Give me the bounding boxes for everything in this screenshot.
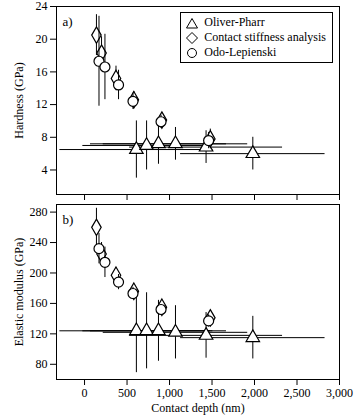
svg-text:2,500: 2,500 bbox=[284, 386, 311, 400]
svg-text:1,000: 1,000 bbox=[156, 386, 183, 400]
svg-text:4: 4 bbox=[42, 163, 48, 177]
svg-text:2,000: 2,000 bbox=[241, 386, 268, 400]
svg-text:0: 0 bbox=[82, 386, 88, 400]
html-text:Contact stiffness analysis: Contact stiffness analysis bbox=[204, 30, 326, 44]
svg-text:Elastic modulus (GPa): Elastic modulus (GPa) bbox=[12, 238, 26, 347]
svg-text:80: 80 bbox=[36, 357, 48, 371]
html-text:Oliver-Pharr: Oliver-Pharr bbox=[204, 15, 265, 29]
svg-text:120: 120 bbox=[30, 327, 48, 341]
svg-text:a): a) bbox=[63, 14, 73, 29]
svg-text:16: 16 bbox=[36, 65, 48, 79]
svg-text:20: 20 bbox=[36, 32, 48, 46]
svg-text:Contact depth (nm): Contact depth (nm) bbox=[151, 401, 244, 415]
svg-text:24: 24 bbox=[36, 0, 48, 13]
svg-text:1,500: 1,500 bbox=[199, 386, 226, 400]
svg-text:b): b) bbox=[63, 212, 74, 227]
svg-text:240: 240 bbox=[30, 235, 48, 249]
svg-text:280: 280 bbox=[30, 205, 48, 219]
svg-text:200: 200 bbox=[30, 266, 48, 280]
svg-text:160: 160 bbox=[30, 296, 48, 310]
svg-text:Hardness (GPa): Hardness (GPa) bbox=[12, 62, 26, 138]
svg-text:8: 8 bbox=[42, 130, 48, 144]
svg-text:3,000: 3,000 bbox=[326, 386, 353, 400]
svg-text:12: 12 bbox=[36, 97, 48, 111]
svg-text:500: 500 bbox=[118, 386, 136, 400]
html-text:Odo-Lepienski: Odo-Lepienski bbox=[204, 45, 277, 59]
